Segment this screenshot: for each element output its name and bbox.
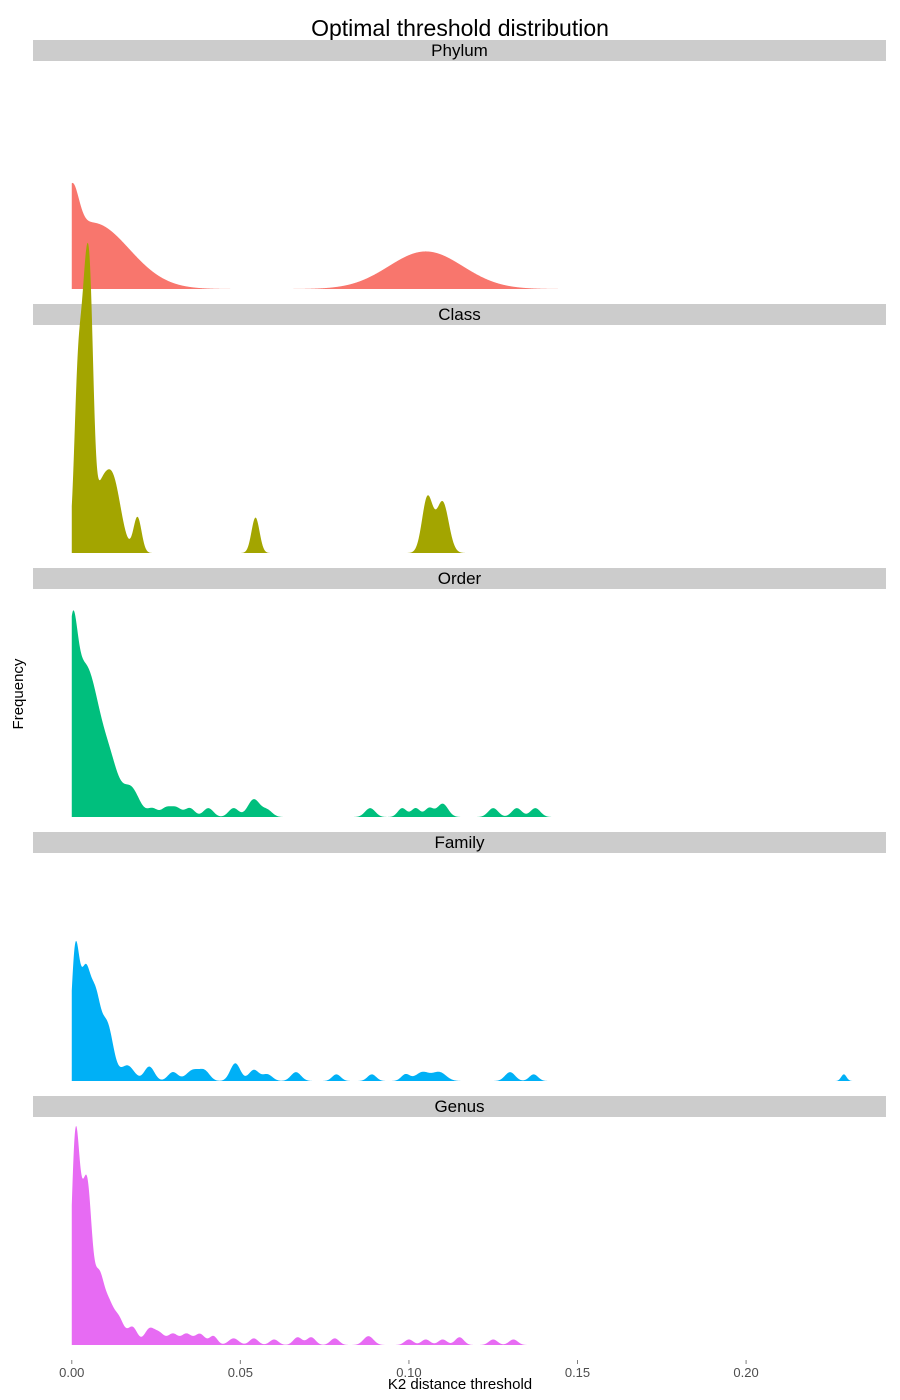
y-axis-label: Frequency [10,658,27,729]
facet-strip-label-phylum: Phylum [431,41,488,60]
facet-strip-label-order: Order [438,569,482,588]
x-axis-label: K2 distance threshold [388,1376,532,1393]
facet-class: Class [33,243,886,553]
facet-phylum: Phylum [33,40,886,289]
x-tick-label: 0.00 [59,1365,84,1380]
density-area-family [72,941,855,1081]
facet-strip-label-class: Class [438,305,481,324]
x-tick-label: 0.15 [565,1365,590,1380]
x-tick-label: 0.05 [228,1365,253,1380]
facets-group: Phylum Class Order Family Genus [33,40,886,1345]
x-tick-label: 0.20 [733,1365,758,1380]
density-area-class [72,243,467,553]
density-area-genus [72,1126,531,1345]
density-area-order [72,610,556,817]
facet-strip-label-family: Family [434,833,485,852]
density-area-phylum [72,183,574,289]
chart-title: Optimal threshold distribution [311,15,609,41]
facet-strip-label-genus: Genus [434,1097,484,1116]
facet-order: Order [33,568,886,817]
facet-genus: Genus [33,1096,886,1345]
facet-family: Family [33,832,886,1081]
